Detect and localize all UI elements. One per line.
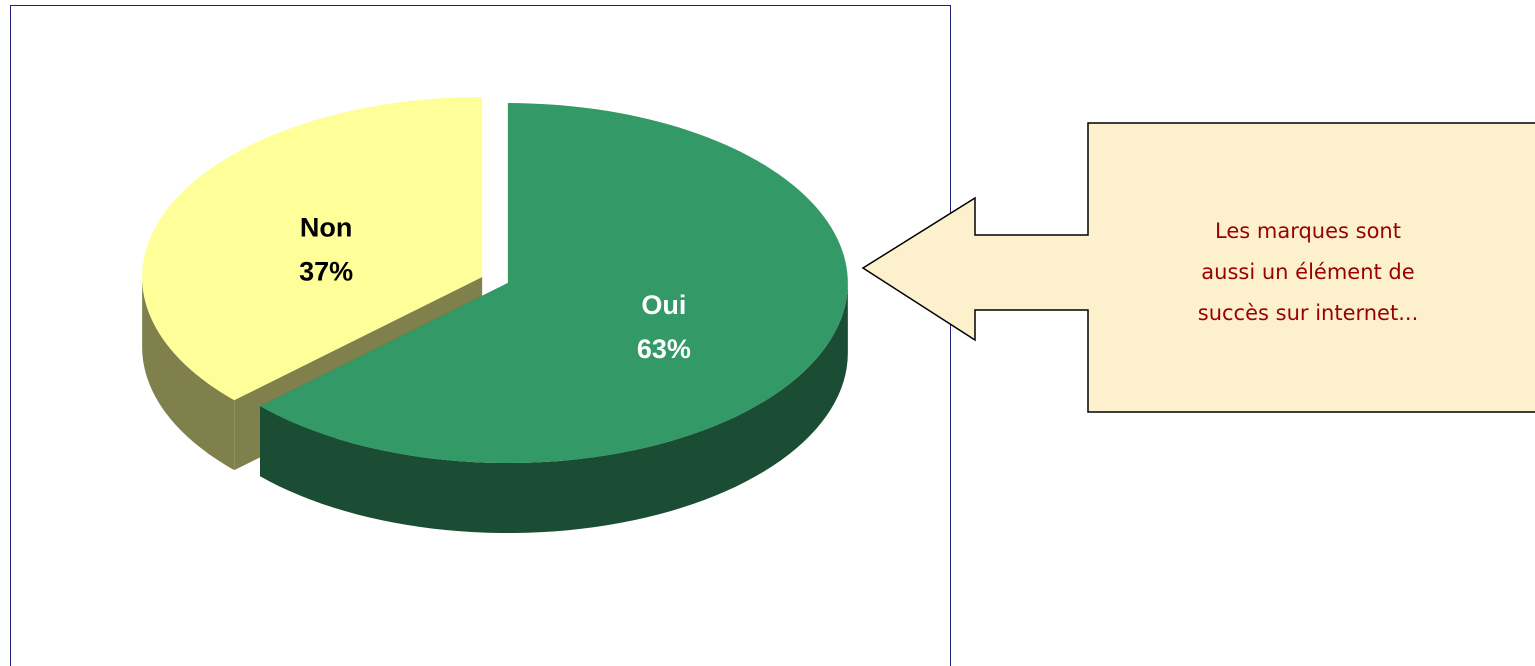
annotation: Les marques sont aussi un élément de succè… bbox=[1198, 219, 1419, 325]
annotation-line: aussi un élément de bbox=[1201, 260, 1414, 284]
annotation-line: succès sur internet... bbox=[1198, 301, 1419, 325]
slice-side bbox=[259, 283, 848, 534]
slice-label: Non bbox=[300, 212, 352, 242]
value-label: 63% bbox=[637, 334, 691, 364]
callout-arrow bbox=[861, 122, 1535, 413]
annotation-line: Les marques sont bbox=[1215, 219, 1401, 243]
slice-label: Oui bbox=[641, 290, 686, 320]
value-label: 37% bbox=[299, 256, 353, 286]
slice bbox=[259, 103, 848, 464]
pie: Oui 63% Non 37% bbox=[142, 96, 848, 534]
slice bbox=[142, 96, 483, 401]
slice-side bbox=[142, 276, 235, 471]
